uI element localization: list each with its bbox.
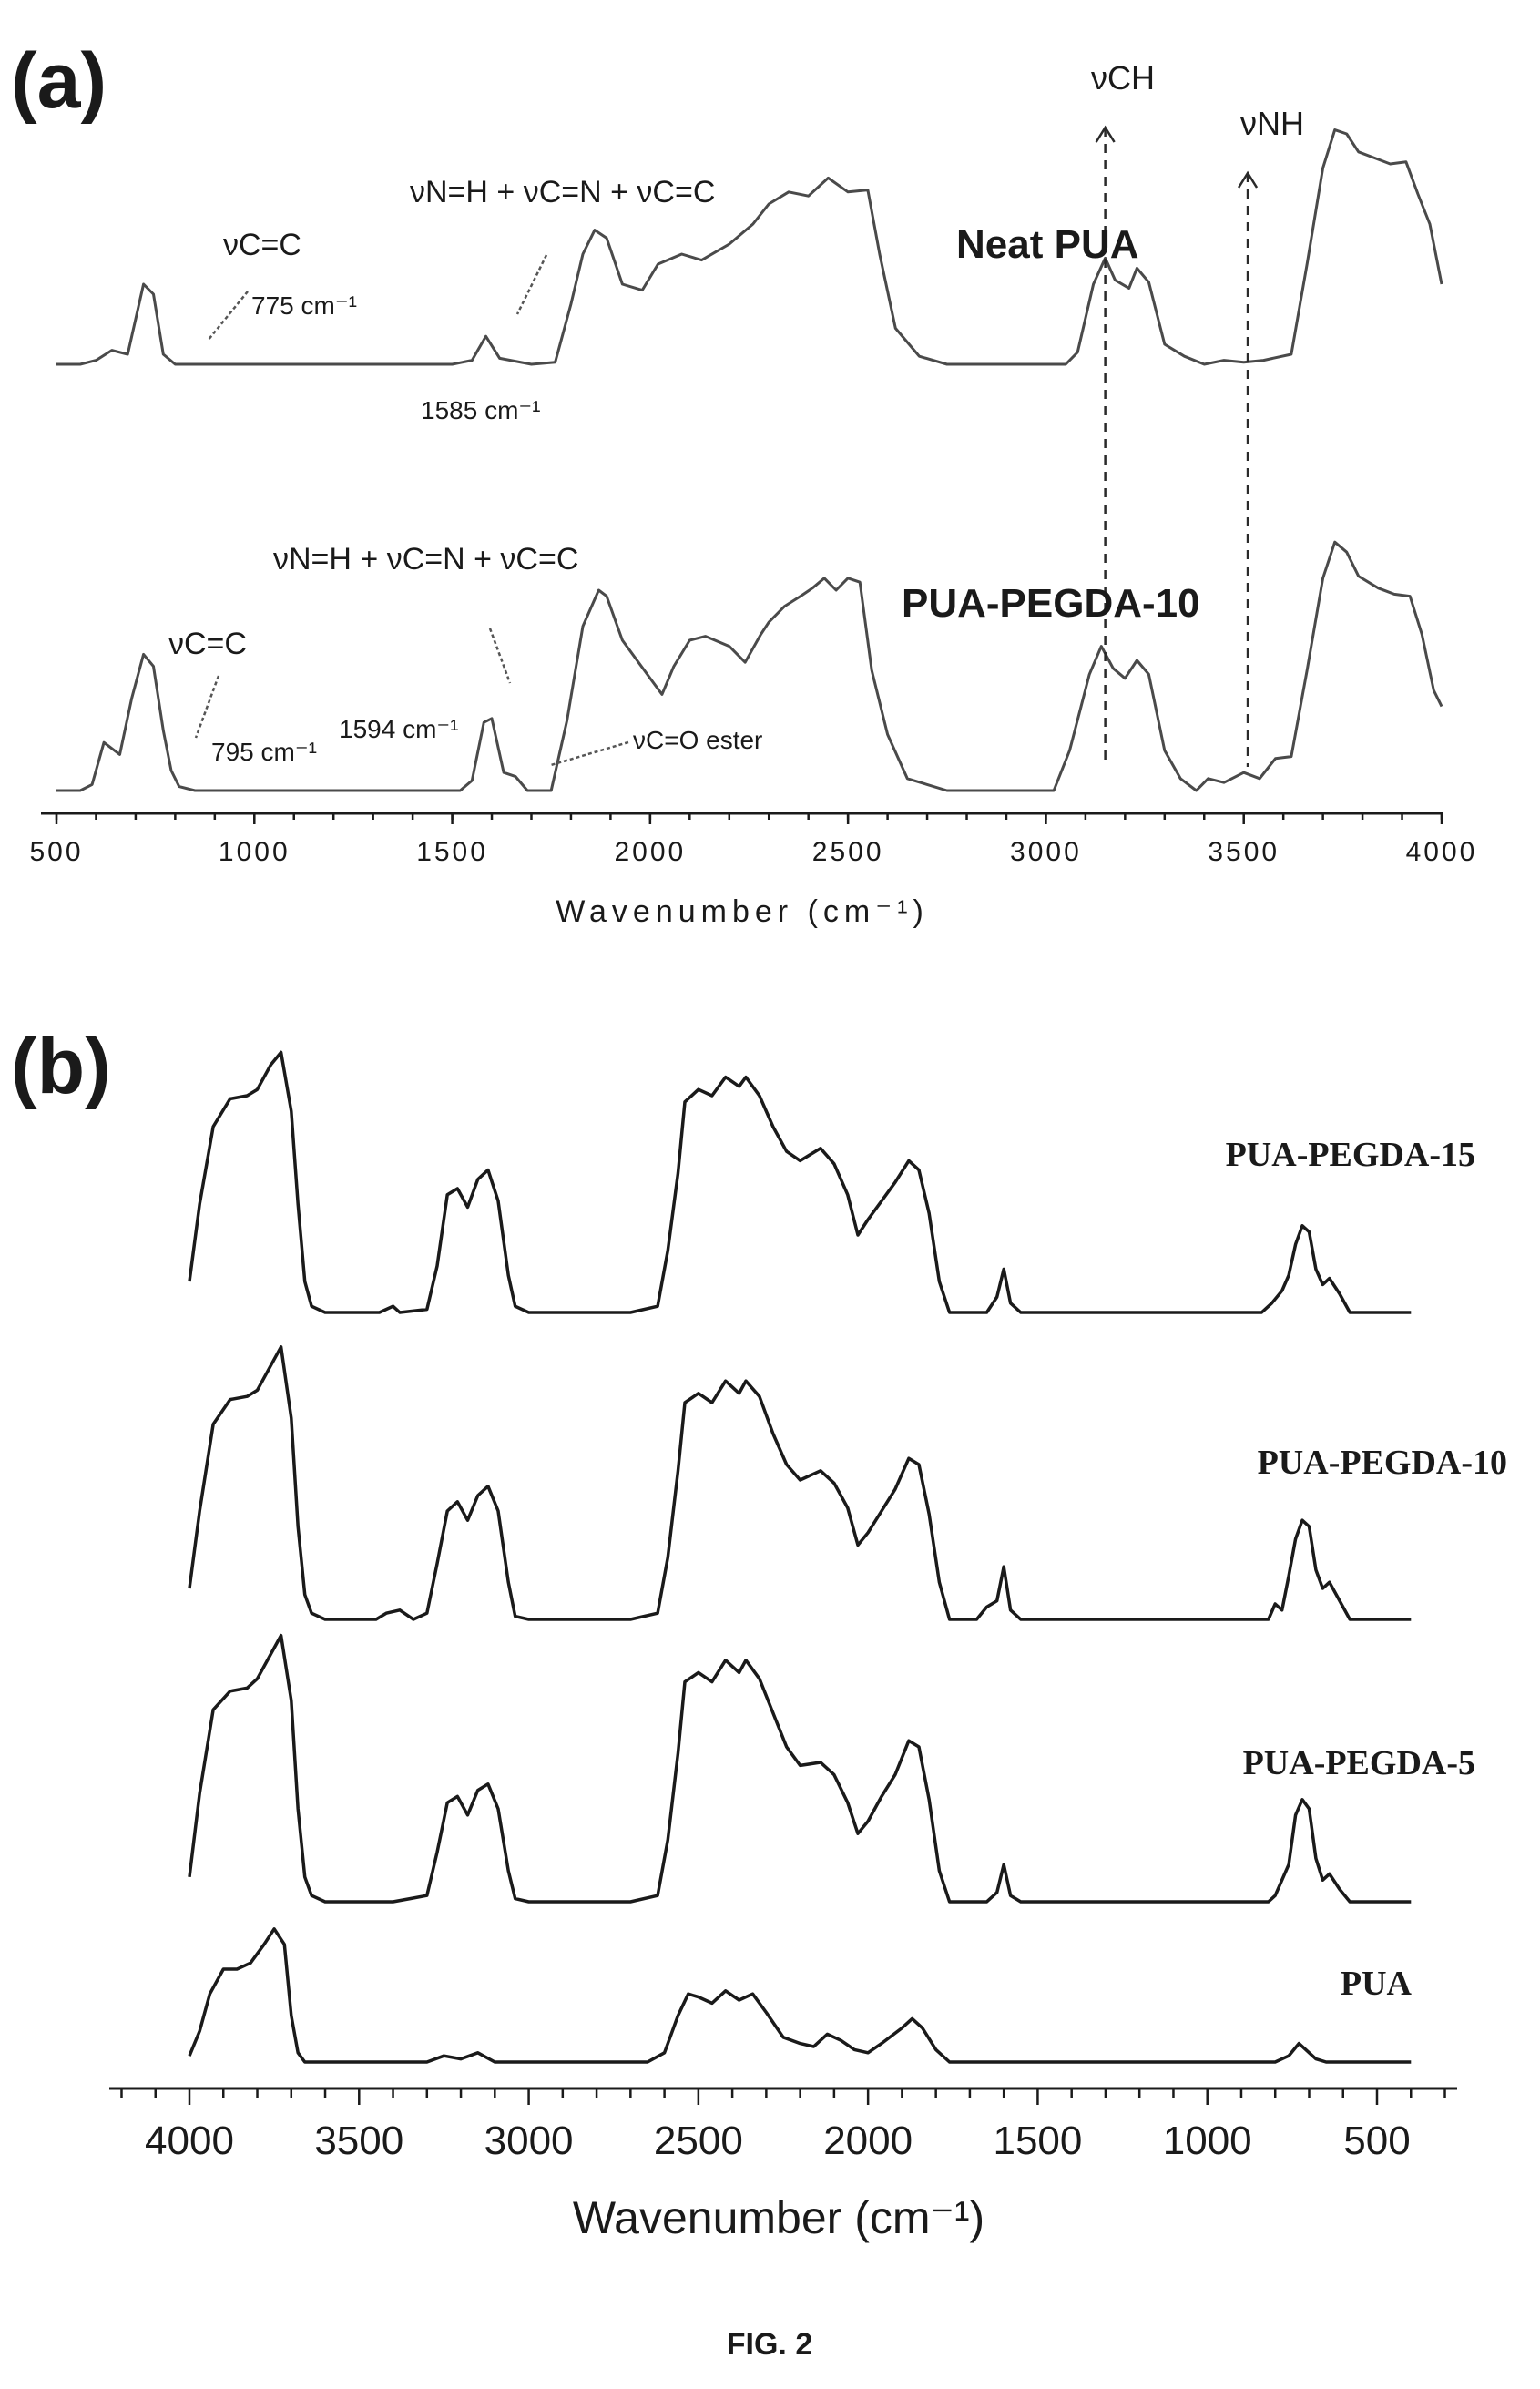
annotation-1594: 1594 cm⁻¹	[339, 715, 459, 743]
series-line-pua-pegda-15-b	[188, 1050, 1412, 1314]
annotation-795: 795 cm⁻¹	[211, 738, 317, 766]
figure-caption: FIG. 2	[727, 2327, 812, 2362]
annotation-vcc-bottom: νC=C	[168, 627, 247, 661]
a-tick-label: 3500	[1208, 837, 1280, 867]
annotation-co-ester: νC=O ester	[633, 726, 762, 754]
b-tick-label: 4000	[145, 2118, 234, 2163]
series-label-pua-pegda-10-b: PUA-PEGDA-10	[1258, 1444, 1507, 1482]
series-line-pua-pegda-5-b	[188, 1633, 1412, 1904]
annotation-vcc-top: νC=C	[223, 228, 301, 262]
panel-a-xlabel: Wavenumber (cm⁻¹)	[556, 894, 929, 929]
b-tick-label: 3000	[484, 2118, 574, 2163]
annotation-vch: νCH	[1091, 59, 1155, 97]
series-line-pua-b	[188, 1927, 1412, 2064]
arrow-795	[194, 675, 220, 739]
annotation-nh-cn-cc-top: νN=H + νC=N + νC=C	[410, 175, 715, 209]
vnh-marker-arrowhead	[1238, 170, 1259, 189]
a-tick-label: 2000	[614, 837, 686, 867]
arrow-775	[207, 291, 249, 342]
series-label-pua: PUA	[1341, 1965, 1413, 2003]
annotation-nh-cn-cc-bottom: νN=H + νC=N + νC=C	[273, 542, 578, 577]
a-tick-label: 1500	[416, 837, 488, 867]
panel-a-ticks: 500 1000 1500 2000 2500 3000 3500 4000	[29, 813, 1478, 867]
panel-b-xlabel: Wavenumber (cm⁻¹)	[573, 2192, 984, 2243]
vch-marker-arrowhead	[1095, 125, 1116, 143]
arrow-1594	[488, 628, 512, 684]
panel-a-label: (a)	[11, 37, 107, 125]
series-label-pua-pegda-10-a: PUA-PEGDA-10	[902, 581, 1200, 626]
b-tick-label: 500	[1343, 2118, 1410, 2163]
annotation-vnh: νNH	[1240, 105, 1304, 142]
series-line-neat-pua-a	[56, 128, 1443, 366]
b-tick-label: 1000	[1163, 2118, 1252, 2163]
arrow-1585-top	[515, 254, 548, 315]
panel-b-ticks: 4000 3500 3000 2500 2000 1500 1000 500	[120, 2088, 1446, 2163]
arrow-co-ester	[550, 740, 629, 767]
b-tick-label: 1500	[993, 2118, 1082, 2163]
series-label-pua-pegda-5: PUA-PEGDA-5	[1243, 1744, 1475, 1782]
series-line-pua-pegda-10-b	[188, 1345, 1412, 1621]
a-tick-label: 4000	[1406, 837, 1478, 867]
a-tick-label: 1000	[219, 837, 291, 867]
panel-b: (b) 4000 3500 3000 2500 2000 1500 1000 500 Wave…	[11, 1023, 1507, 2243]
a-tick-label: 3000	[1010, 837, 1082, 867]
series-line-pua-pegda-10-a	[56, 540, 1443, 792]
a-tick-label: 500	[29, 837, 83, 867]
series-label-neat-pua: Neat PUA	[956, 222, 1139, 267]
b-tick-label: 2000	[823, 2118, 913, 2163]
b-tick-label: 3500	[314, 2118, 403, 2163]
panel-a-markers	[1095, 125, 1259, 767]
panel-b-curves	[188, 1050, 1412, 2064]
annotation-775: 775 cm⁻¹	[251, 291, 357, 320]
panel-b-label: (b)	[11, 1023, 111, 1110]
panel-a-curves	[56, 128, 1443, 792]
a-tick-label: 2500	[812, 837, 884, 867]
panel-a: (a) 500 1000 1500 2000 2500 3000 3500 4000 Wave…	[11, 37, 1478, 929]
series-label-pua-pegda-15: PUA-PEGDA-15	[1226, 1136, 1475, 1174]
annotation-1585: 1585 cm⁻¹	[421, 396, 541, 424]
b-tick-label: 2500	[654, 2118, 743, 2163]
